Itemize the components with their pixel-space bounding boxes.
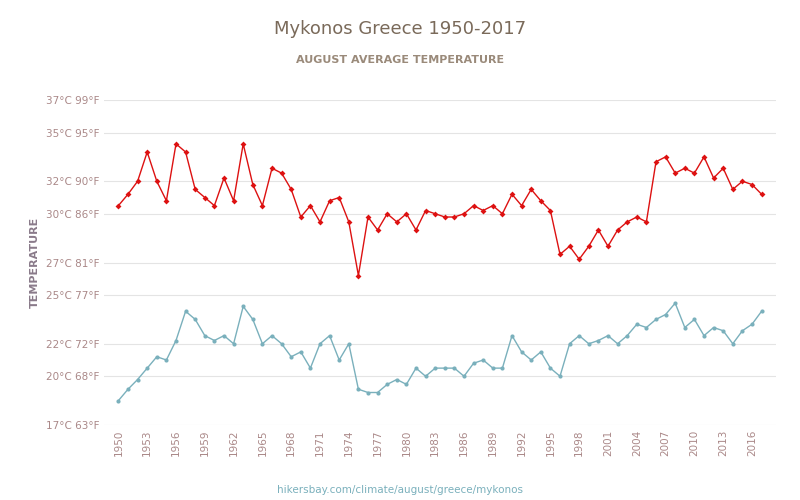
DAY [642,219,651,225]
NIGHT [699,332,709,338]
DAY [709,175,718,181]
DAY [718,166,728,172]
DAY [699,154,709,160]
NIGHT [478,357,488,363]
NIGHT [114,398,123,404]
DAY [757,192,766,198]
DAY [114,202,123,208]
Text: Mykonos Greece 1950-2017: Mykonos Greece 1950-2017 [274,20,526,38]
NIGHT [757,308,766,314]
DAY [594,227,603,233]
DAY [171,141,181,147]
Text: hikersbay.com/climate/august/greece/mykonos: hikersbay.com/climate/august/greece/myko… [277,485,523,495]
NIGHT [488,365,498,371]
DAY [354,272,363,278]
NIGHT [258,341,267,347]
NIGHT [670,300,680,306]
NIGHT [382,382,392,388]
Line: DAY: DAY [116,142,764,278]
Y-axis label: TEMPERATURE: TEMPERATURE [30,217,40,308]
Line: NIGHT: NIGHT [116,301,764,402]
DAY [565,244,574,250]
Text: AUGUST AVERAGE TEMPERATURE: AUGUST AVERAGE TEMPERATURE [296,55,504,65]
NIGHT [267,332,277,338]
